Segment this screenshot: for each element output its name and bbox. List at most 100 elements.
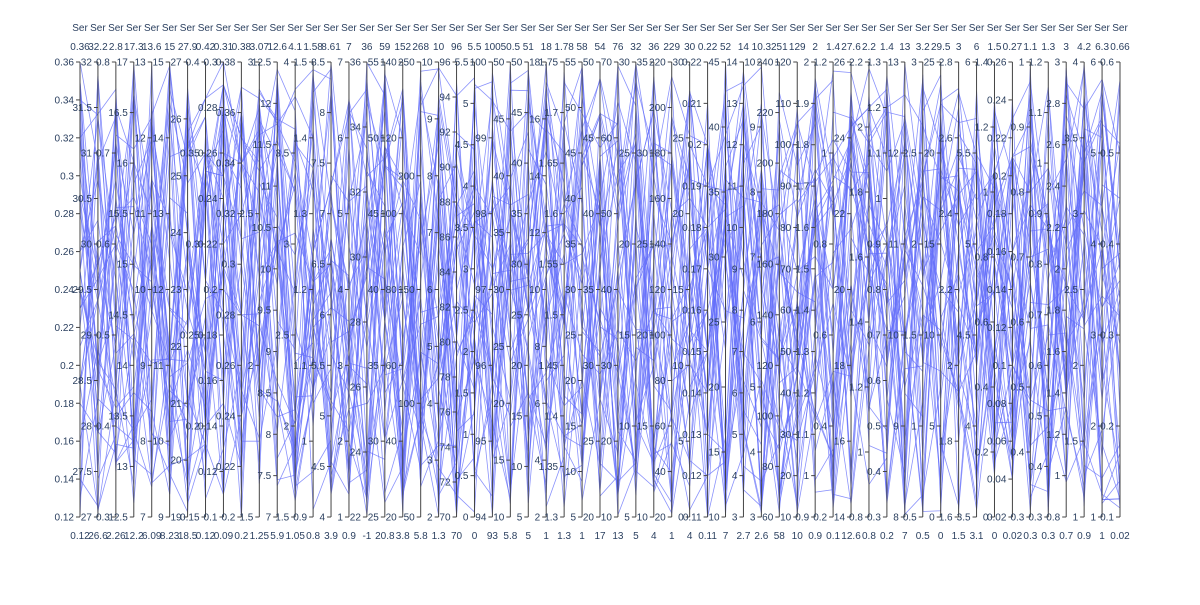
axis[interactable]: Ser 59 20.8 25 30 35 40 45 50 55 xyxy=(368,23,395,542)
axis-tick-label: 27.5 xyxy=(72,467,92,478)
axis[interactable]: Ser 3.2 0.5 0.5 1 1.5 2 2.5 3 xyxy=(903,23,931,542)
axis[interactable]: Ser 10 1.3 2 3 4 5 6 7 8 9 10 xyxy=(421,23,447,542)
axis[interactable]: Ser 1.1 0.3 0.3 0.4 0.5 0.6 0.7 0.8 0.9 1 xyxy=(1010,23,1038,542)
axis-tick-label: 0.22 xyxy=(198,240,218,251)
axis[interactable]: Ser 1.3 0.3 0.3 0.4 0.5 0.6 0.7 0.8 0.9 1 1.1 1.2 xyxy=(1028,23,1056,542)
axis-tick-label: 140 xyxy=(380,58,397,69)
axis[interactable]: Ser 36 -122 24 26 28 30 32 34 36 xyxy=(350,23,376,542)
axis[interactable]: Ser 2.2 0.8 0.8 1 1.2 1.4 1.6 1.8 2 2.2 xyxy=(849,23,877,542)
axis-tick-label: 30 xyxy=(619,58,631,69)
axis-tick-label: 240 xyxy=(757,58,774,69)
axis-range-max-label: 0.42 xyxy=(196,42,216,53)
axis[interactable]: Ser32.226.62727.52828.52929.53030.53131.… xyxy=(72,23,108,542)
axis-tick-label: 20 xyxy=(565,376,577,387)
axis-tick-label: 250 xyxy=(398,58,415,69)
axis[interactable]: Ser 27.6 12.6 14 16 18 20 22 24 26 xyxy=(834,23,861,542)
axis-range-min-label: 0.7 xyxy=(1059,531,1073,542)
axis-tick-label: 10 xyxy=(493,513,505,524)
axis-tick-label: 1.4 xyxy=(975,58,989,69)
axis[interactable]: Ser 6.3 11 2 3 4 5 6 xyxy=(1091,23,1111,542)
axis-tick-label: 80 xyxy=(762,462,774,473)
axis[interactable]: Ser17.312.212.51313.51414.51515.51616.51… xyxy=(108,23,144,542)
axis[interactable]: Ser 2 0.9 0.9 1 1.1 1.2 1.3 1.4 1.5 1.6 1.7 1.8 1.9 2 xyxy=(795,23,823,542)
axis-tick-label: 8.5 xyxy=(257,388,271,399)
axis[interactable]: Ser1.781.31.31.351.41.451.51.551.61.651.… xyxy=(539,23,575,542)
axis-tick-label: 0.5 xyxy=(96,331,110,342)
axis-tick-label: 15.5 xyxy=(108,209,128,220)
axis[interactable]: Ser 30 40 5 10 15 20 25 30 xyxy=(673,23,699,542)
axis[interactable]: Ser0.380.20.20.220.240.260.280.30.320.34… xyxy=(216,23,252,542)
axis[interactable]: Ser 18 12 4 6 8 10 12 14 16 18 xyxy=(529,23,555,542)
axis-tick-label: 40 xyxy=(655,467,667,478)
axis-tick-label: 9 xyxy=(732,264,738,275)
axis[interactable]: Ser 0.66 0.02 0.1 0.2 0.3 0.4 0.5 0.6 xyxy=(1100,23,1130,542)
axis[interactable]: Ser 13.6 6.09 7 8 9 10 11 12 13 xyxy=(135,23,162,542)
axis-tick-label: 13 xyxy=(726,99,738,110)
axis[interactable]: Ser0.310.090.10.120.140.160.180.20.220.2… xyxy=(198,23,234,542)
axis[interactable]: Ser 8.61 3.9 4 4.5 5 5.5 6 6.5 7 7.5 8 8.5 xyxy=(311,23,341,542)
axis-tick-label: 10 xyxy=(673,361,685,372)
axis[interactable]: Ser 58 15 10 15 20 25 30 35 40 45 50 55 xyxy=(565,23,591,542)
axis[interactable]: Ser 10.3 2.6 3 4 5 6 7 8 9 10 xyxy=(744,23,771,542)
axis[interactable]: Ser 76 13 10 20 30 40 50 60 70 xyxy=(601,23,627,542)
axis[interactable]: Ser0.220.110.110.120.130.140.150.160.170… xyxy=(682,23,718,542)
axis-tick-label: 0.2 xyxy=(975,448,989,459)
axis-tick-label: 8 xyxy=(732,306,738,317)
axis-tick-label: 7 xyxy=(732,347,738,358)
axis-tick-label: 11 xyxy=(727,182,738,193)
axis[interactable]: Ser 29.5 00 5 10 15 20 25 xyxy=(924,23,951,542)
axis-tick-label: 6 xyxy=(1091,58,1097,69)
axis[interactable]: Ser 14 2.7 3 4 5 6 7 8 9 10 11 12 13 14 xyxy=(726,23,752,542)
axis-tick-label: 1.5 xyxy=(903,331,917,342)
axis-tick-label: 0.2 xyxy=(204,285,218,296)
axis[interactable]: Ser 7 0.9 1 2 3 4 5 6 7 xyxy=(337,23,357,542)
axis[interactable]: Ser0.270.020.020.040.060.080.10.120.140.… xyxy=(987,23,1023,542)
axis-tick-label: 18 xyxy=(529,58,541,69)
axis-tick-label: 50 xyxy=(565,103,577,114)
axis-tick-label: 15 xyxy=(153,58,165,69)
axis-title: Ser xyxy=(341,23,357,34)
axis-tick-label: 20 xyxy=(708,383,720,394)
axis[interactable]: Ser 2.8 2.26 0.3 0.4 0.5 0.6 0.7 0.8 xyxy=(96,23,126,542)
axis[interactable]: Ser 50.5 5.8 10 15 20 25 30 35 40 45 50 xyxy=(493,23,520,542)
axis[interactable]: Ser 54 17 20 25 30 35 40 45 50 xyxy=(583,23,609,542)
axis-title: Ser xyxy=(646,23,662,34)
axis[interactable]: Ser 51 55 10 15 20 25 30 35 40 45 50 xyxy=(511,23,537,542)
axis-tick-label: 97 xyxy=(475,285,487,296)
axis-tick-label: 7.5 xyxy=(311,159,325,170)
axis[interactable]: Ser 3 0.7 0.8 1 1.2 1.4 1.6 1.8 2 2.2 2.4 2.6 2.8 3 xyxy=(1046,23,1074,542)
axis[interactable]: Ser 1.58 0.8 0.9 1 1.1 1.2 1.3 1.4 1.5 xyxy=(293,23,323,542)
axis[interactable]: Ser 32 55 10 15 20 25 30 xyxy=(619,23,645,542)
axis[interactable]: Ser 3.07 1.25 1.5 2 2.5 3 xyxy=(239,23,269,542)
axis-range-max-label: 0.31 xyxy=(214,42,234,53)
axis[interactable]: Ser 1.4 0.2 0.3 0.4 0.5 0.6 0.7 0.8 0.9 1 1.1 1.2 1.3 xyxy=(867,23,895,542)
axis[interactable]: Ser 27.9 18.5 19 20 21 22 23 24 25 26 27 xyxy=(170,23,197,542)
axis[interactable]: Ser 1.5 00 0.2 0.4 0.6 0.8 1 1.2 1.4 xyxy=(975,23,1003,542)
axis[interactable]: Ser 15 8.23 9 10 11 12 13 14 15 xyxy=(153,23,180,542)
axis[interactable]: Ser 4.2 0.9 1 1.5 2 2.5 3 3.5 4 xyxy=(1064,23,1092,542)
axis[interactable]: Ser 52 710 15 20 25 30 35 40 45 xyxy=(708,23,734,542)
axis[interactable]: Ser 36 410 15 20 25 30 35 xyxy=(637,23,663,542)
axis[interactable]: Ser 3 1.5 1.6 1.8 2 2.2 2.4 2.6 2.8 xyxy=(939,23,967,542)
axis[interactable]: Ser 1.4 0.1 0.2 0.4 0.6 0.8 1 1.2 xyxy=(813,23,841,542)
axis[interactable]: Ser 0.36 0.12 0.12 0.14 0.16 0.18 0.2 0.22 0.24 0.… xyxy=(55,23,91,542)
axis-tick-label: 0.16 xyxy=(682,306,702,317)
axis-tick-label: 6 xyxy=(750,318,756,329)
axis[interactable]: Ser 5.5 00 0.5 1 1.5 2 2.5 3 3.5 4 4.5 5 5.5 xyxy=(455,23,483,542)
axes-layer: Ser0.360.120.120.140.160.180.20.220.240.… xyxy=(55,23,1131,542)
axis[interactable]: Ser 6 3.1 3.5 4 4.5 5 5.5 6 xyxy=(957,23,985,542)
axis-range-max-label: 2.8 xyxy=(109,42,123,53)
axis[interactable]: Ser 4.1 1.05 1.5 2 2.5 3 3.5 4 xyxy=(275,23,305,542)
axis-range-min-label: 8.23 xyxy=(160,531,180,542)
axis-tick-label: 0.36 xyxy=(216,108,236,119)
